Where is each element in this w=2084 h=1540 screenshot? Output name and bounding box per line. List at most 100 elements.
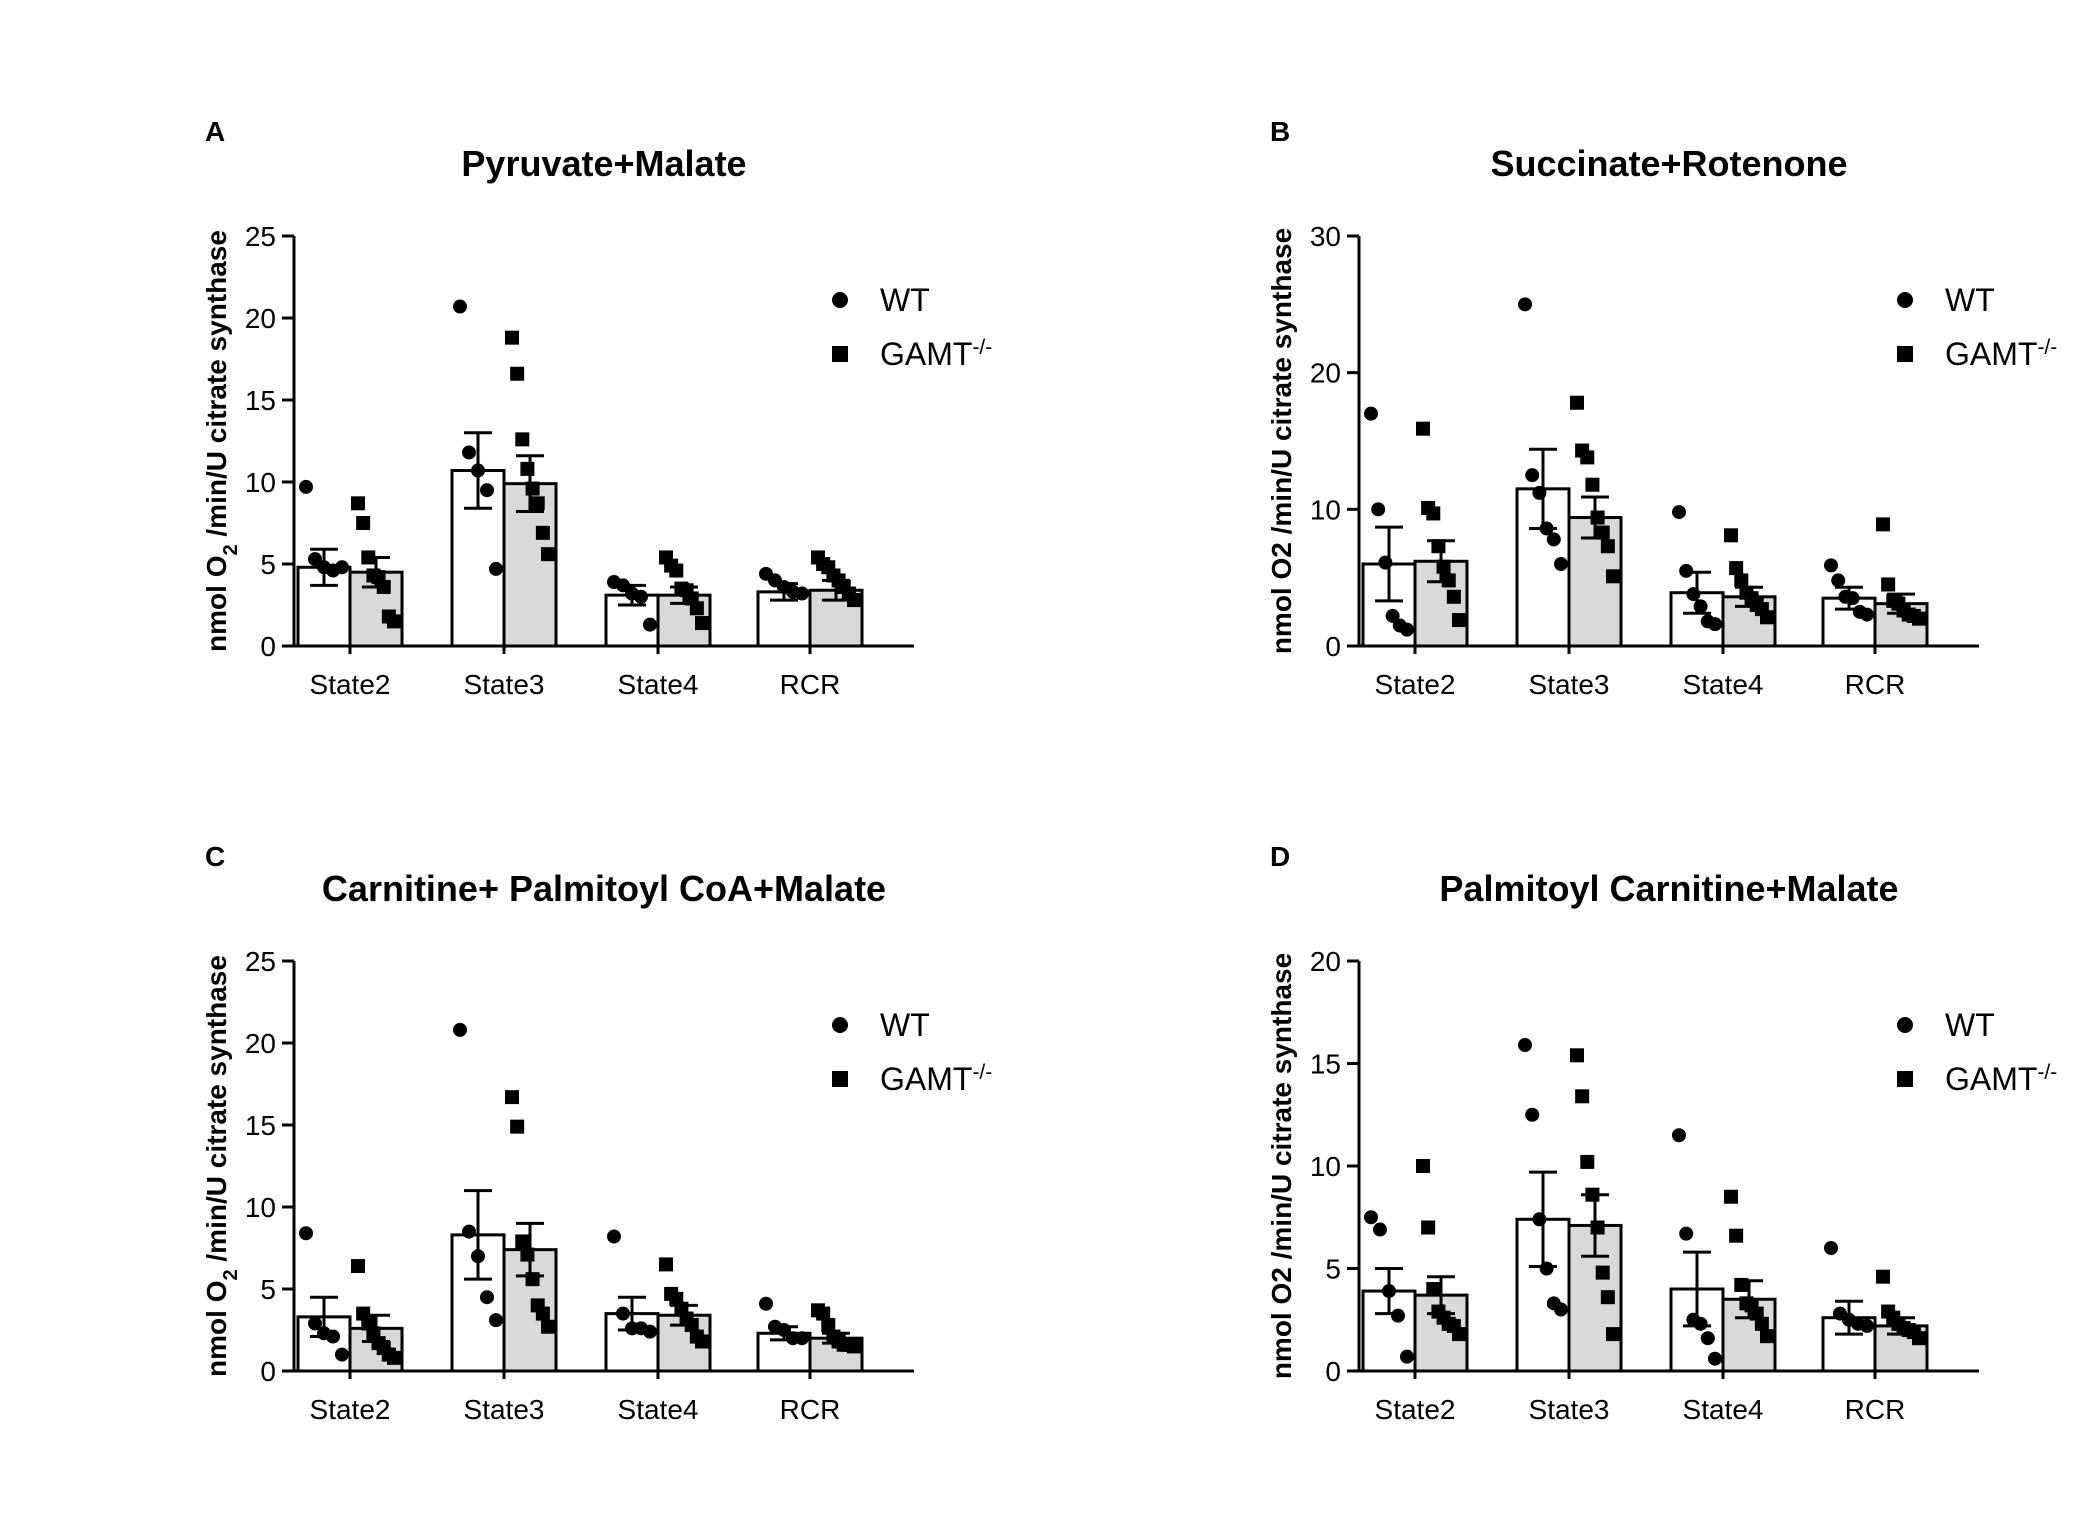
data-point-gamt — [1416, 1159, 1430, 1173]
data-point-gamt — [1606, 569, 1620, 584]
data-point-gamt — [1590, 510, 1605, 525]
data-point-wt — [1382, 1284, 1396, 1299]
x-tick-label-state4: State4 — [618, 669, 699, 700]
data-point-gamt — [1416, 421, 1430, 436]
data-point-gamt — [387, 1350, 401, 1365]
x-tick-label-state2: State2 — [310, 1394, 391, 1425]
y-tick-label-0: 0 — [1325, 1356, 1341, 1387]
data-point-gamt — [1580, 450, 1595, 465]
data-point-wt — [1554, 1302, 1568, 1317]
panel-d-palmitoyl-carnitine-malate: D Palmitoyl Carnitine+Malate nmol O2 /min/… — [1265, 835, 2084, 1535]
data-point-wt — [1693, 1316, 1708, 1331]
data-point-wt — [299, 479, 313, 494]
data-point-gamt — [541, 547, 555, 562]
data-point-gamt — [525, 1272, 540, 1287]
y-tick-label-15: 15 — [245, 385, 276, 416]
data-point-wt — [1554, 557, 1568, 571]
data-point-wt — [643, 1324, 657, 1339]
data-point-gamt — [1585, 477, 1600, 492]
data-point-wt — [335, 560, 349, 575]
data-point-gamt — [1431, 539, 1446, 554]
y-tick-label-5: 5 — [1325, 1254, 1341, 1285]
data-point-gamt — [520, 1247, 535, 1262]
legend-label-wt: WT — [880, 282, 930, 318]
data-point-gamt — [1606, 1327, 1620, 1342]
y-tick-label-0: 0 — [260, 631, 276, 662]
y-tick-label-10: 10 — [245, 1192, 276, 1223]
data-point-gamt — [1421, 1220, 1436, 1235]
legend-label-gamt: GAMT-/- — [1945, 336, 2057, 373]
data-point-gamt — [695, 616, 709, 631]
data-point-wt — [480, 483, 494, 498]
legend-label-wt: WT — [880, 1007, 930, 1043]
x-tick-label-state3: State3 — [464, 1394, 545, 1425]
legend-label-sup: -/- — [2037, 1061, 2057, 1084]
data-point-wt — [607, 1229, 621, 1244]
data-point-gamt — [821, 1318, 836, 1333]
data-point-gamt — [1426, 1282, 1441, 1296]
panel-letter-d: D — [1270, 841, 1290, 872]
data-point-wt — [1518, 297, 1532, 312]
y-tick-label-20: 20 — [245, 1028, 276, 1059]
legend-label-text: WT — [880, 1007, 930, 1043]
legend-marker-wt — [832, 292, 848, 308]
legend-marker-gamt — [1897, 1071, 1913, 1087]
data-point-wt — [335, 1347, 349, 1362]
legend-label-text: GAMT — [1945, 1061, 2037, 1097]
data-point-gamt — [1734, 573, 1749, 588]
legend-marker-gamt — [832, 1071, 848, 1087]
y-tick-label-15: 15 — [245, 1110, 276, 1141]
x-tick-label-state4: State4 — [618, 1394, 699, 1425]
data-point-wt — [777, 1323, 791, 1337]
data-point-gamt — [1452, 613, 1466, 628]
data-point-wt — [616, 578, 630, 593]
data-point-gamt — [1876, 1269, 1890, 1284]
data-point-gamt — [351, 496, 365, 511]
x-tick-label-state2: State2 — [1375, 1394, 1456, 1425]
y-tick-label-20: 20 — [1310, 358, 1341, 389]
data-point-wt — [1708, 1351, 1722, 1366]
y-axis-label-part: nmol O2 /min/U citrate synthase — [1266, 228, 1297, 654]
chart-title-b: Succinate+Rotenone — [1490, 143, 1847, 184]
y-tick-label-20: 20 — [1310, 946, 1341, 977]
data-point-gamt — [510, 366, 525, 381]
data-point-gamt — [525, 481, 540, 496]
data-point-gamt — [515, 432, 530, 447]
data-point-gamt — [1724, 1189, 1738, 1204]
y-tick-label-15: 15 — [1310, 1049, 1341, 1080]
data-point-wt — [1525, 468, 1540, 483]
x-tick-label-rcr: RCR — [1845, 669, 1906, 700]
legend-label-sup: -/- — [972, 336, 992, 359]
data-point-gamt — [1734, 1277, 1749, 1292]
data-point-gamt — [1876, 517, 1890, 532]
data-point-gamt — [1446, 589, 1461, 604]
data-point-wt — [1518, 1038, 1532, 1053]
data-point-gamt — [1570, 395, 1584, 410]
y-tick-label-10: 10 — [245, 467, 276, 498]
data-point-gamt — [1912, 611, 1926, 626]
y-tick-label-10: 10 — [1310, 1151, 1341, 1182]
x-tick-label-state4: State4 — [1683, 669, 1764, 700]
y-tick-label-25: 25 — [245, 221, 276, 252]
data-point-wt — [326, 1329, 340, 1344]
data-point-gamt — [1436, 559, 1451, 574]
data-point-wt — [480, 1290, 494, 1305]
x-tick-label-state3: State3 — [464, 669, 545, 700]
data-point-wt — [1364, 406, 1378, 421]
legend-label-text: WT — [1945, 282, 1995, 318]
data-point-gamt — [1570, 1048, 1584, 1063]
legend-label-text: WT — [880, 282, 930, 318]
panel-b-succinate-rotenone: B Succinate+Rotenone nmol O2 /min/U citrat… — [1265, 110, 2084, 810]
y-axis-label-part: /min/U citrate synthase — [201, 230, 232, 544]
y-axis-label-d: nmol O2 /min/U citrate synthase — [1266, 953, 1297, 1379]
data-point-wt — [1679, 1226, 1694, 1241]
data-point-wt — [1824, 1241, 1838, 1255]
data-point-gamt — [1724, 528, 1738, 543]
y-axis-label-part: nmol O — [201, 556, 232, 652]
data-point-gamt — [505, 1090, 519, 1105]
data-point-wt — [1708, 617, 1722, 632]
data-point-wt — [462, 1224, 476, 1239]
data-point-wt — [634, 589, 648, 604]
data-point-wt — [1400, 622, 1414, 637]
data-point-wt — [1525, 1107, 1540, 1122]
